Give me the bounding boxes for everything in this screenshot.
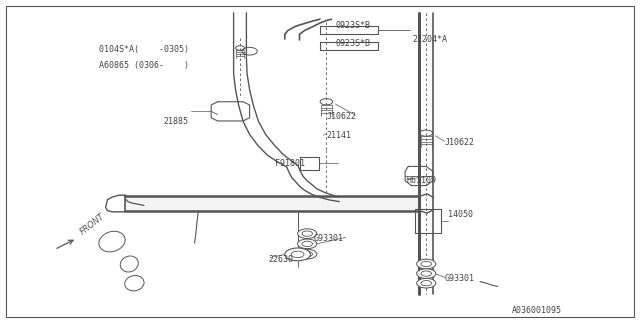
Text: 0923S*B: 0923S*B	[336, 21, 371, 30]
Text: 21885: 21885	[163, 117, 188, 126]
Text: 21141: 21141	[326, 132, 351, 140]
Text: 14050: 14050	[448, 210, 473, 219]
Text: A60865 (0306-    ): A60865 (0306- )	[99, 61, 189, 70]
Circle shape	[417, 259, 436, 269]
Text: A036001095: A036001095	[512, 306, 562, 315]
Text: H61109: H61109	[406, 176, 436, 185]
Text: 0104S*A(    -0305): 0104S*A( -0305)	[99, 45, 189, 54]
Circle shape	[298, 239, 317, 249]
Text: G93301: G93301	[445, 274, 475, 283]
Text: FRONT: FRONT	[78, 212, 106, 236]
Circle shape	[285, 248, 310, 261]
Text: G93301: G93301	[314, 234, 344, 243]
Circle shape	[298, 229, 317, 238]
Circle shape	[417, 269, 436, 278]
Text: 0923S*B: 0923S*B	[336, 39, 371, 48]
Text: J10622: J10622	[445, 138, 475, 147]
Circle shape	[417, 278, 436, 288]
Circle shape	[298, 249, 317, 259]
Text: 21204*A: 21204*A	[413, 36, 448, 44]
Text: J10622: J10622	[326, 112, 356, 121]
Text: F91801: F91801	[275, 159, 305, 168]
Text: 22630: 22630	[269, 255, 294, 264]
